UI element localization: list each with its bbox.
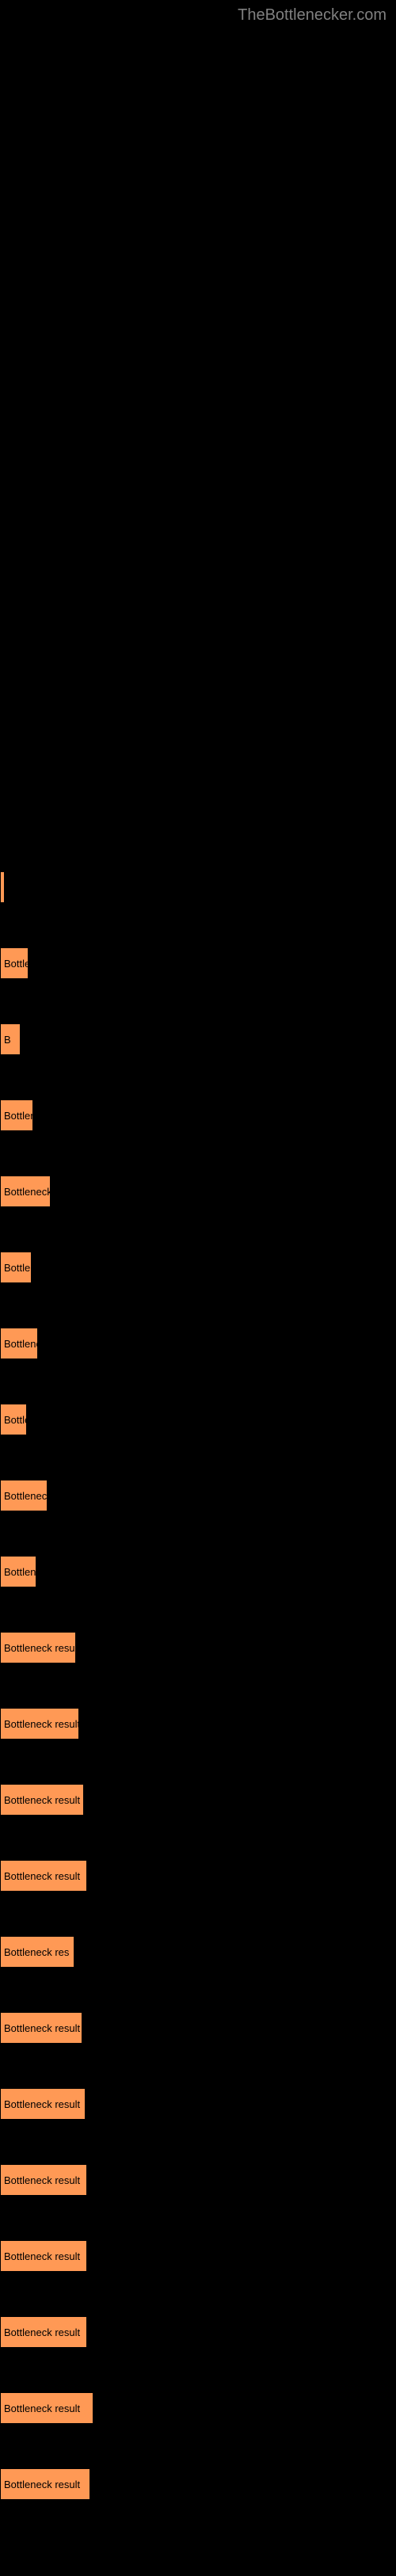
bar: Bottleneck result xyxy=(0,2316,87,2348)
bar-row: Bottleneck xyxy=(0,1480,48,1511)
bar-row: Bottleneck result xyxy=(0,2012,82,2044)
bar-row: Bottlene xyxy=(0,1556,36,1587)
bar: B xyxy=(0,1023,21,1055)
bar: Bottleneck result xyxy=(0,2012,82,2044)
bar-row: Bottle xyxy=(0,1404,27,1435)
bar: Bottleneck resu xyxy=(0,1632,76,1663)
watermark-text: TheBottlenecker.com xyxy=(238,6,386,25)
bar: Bottlen xyxy=(0,1099,33,1131)
bar-row: Bottleneck result xyxy=(0,2164,87,2196)
bar-row xyxy=(0,871,5,903)
bar: Bottlene xyxy=(0,1556,36,1587)
bar-row: Bottleneck result xyxy=(0,2468,90,2500)
bar-row: Bottle xyxy=(0,947,29,979)
bar: Bottleneck result xyxy=(0,2240,87,2272)
bar: Bottleneck result xyxy=(0,2088,86,2120)
bar: Bottleneck result xyxy=(0,2392,93,2424)
bar-row: Bottlen xyxy=(0,1099,33,1131)
bar: Bottle xyxy=(0,947,29,979)
bar-row: Bottleneck resu xyxy=(0,1632,76,1663)
bar: Bottleneck res xyxy=(0,1936,74,1968)
bar-row: Bottleneck result xyxy=(0,1784,84,1816)
bar: Bottleneck result xyxy=(0,1784,84,1816)
bar-row: Bottleneck result xyxy=(0,2240,87,2272)
bar xyxy=(0,871,5,903)
bar: Bottleneck result xyxy=(0,2468,90,2500)
bar-row: B xyxy=(0,1023,21,1055)
bar: Bottleneck result xyxy=(0,2164,87,2196)
bar-row: Bottlenec xyxy=(0,1328,38,1359)
bar: Bottle xyxy=(0,1404,27,1435)
bar: Bottleneck result xyxy=(0,1708,79,1740)
bar-row: Bottleneck xyxy=(0,1176,51,1207)
bar: Bottlenec xyxy=(0,1328,38,1359)
bar: Bottleneck result xyxy=(0,1860,87,1892)
bar-row: Bottleneck result xyxy=(0,1708,79,1740)
bar: Bottleneck xyxy=(0,1480,48,1511)
bar: Bottleneck xyxy=(0,1176,51,1207)
bar-row: Bottleneck res xyxy=(0,1936,74,1968)
bar-row: Bottleneck result xyxy=(0,2392,93,2424)
bar: Bottlen xyxy=(0,1252,32,1283)
bar-row: Bottlen xyxy=(0,1252,32,1283)
bar-row: Bottleneck result xyxy=(0,2316,87,2348)
bar-row: Bottleneck result xyxy=(0,2088,86,2120)
bar-row: Bottleneck result xyxy=(0,1860,87,1892)
